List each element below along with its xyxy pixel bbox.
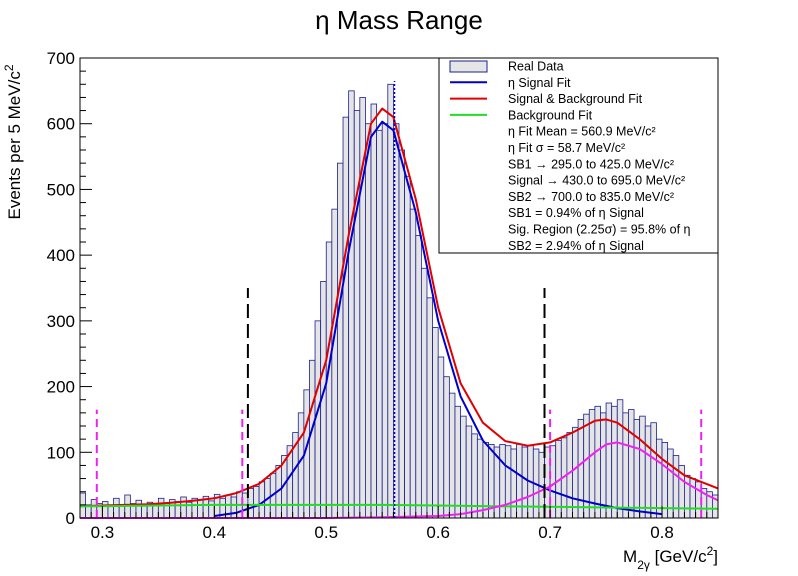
histogram-bin bbox=[689, 478, 697, 519]
histogram-bin bbox=[348, 90, 355, 519]
histogram-bin bbox=[258, 481, 266, 519]
legend-note: SB1 = 0.94% of η Signal bbox=[508, 206, 644, 220]
histogram-bin bbox=[644, 425, 652, 519]
histogram-bin bbox=[415, 235, 422, 519]
histogram-bin bbox=[594, 405, 601, 519]
y-tick-label: 500 bbox=[47, 180, 75, 199]
histogram-bin bbox=[437, 356, 445, 519]
histogram-bin bbox=[628, 409, 635, 519]
histogram-bin bbox=[376, 129, 383, 519]
y-tick-label: 400 bbox=[47, 246, 75, 265]
histogram-bin bbox=[297, 412, 305, 519]
histogram-bin bbox=[174, 501, 182, 519]
legend-entry: η Signal Fit bbox=[508, 76, 571, 90]
histogram-bin bbox=[381, 123, 389, 519]
histogram-bin bbox=[572, 426, 579, 519]
histogram-bin bbox=[253, 486, 260, 519]
y-tick-label: 200 bbox=[47, 378, 75, 397]
histogram-bin bbox=[656, 438, 663, 519]
reference-lines-layer bbox=[95, 81, 703, 518]
legend-entry: Background Fit bbox=[508, 108, 593, 122]
histogram-bin bbox=[337, 162, 344, 519]
histogram-bin bbox=[135, 499, 142, 519]
fit-curve-1 bbox=[214, 120, 663, 517]
histogram-bin bbox=[101, 501, 109, 519]
histogram-bin bbox=[309, 359, 316, 519]
legend-note: SB2 = 2.94% of η Signal bbox=[508, 239, 644, 253]
histogram-bin bbox=[404, 175, 411, 519]
histogram-bin bbox=[157, 497, 165, 519]
x-tick-label: 0.5 bbox=[314, 523, 338, 542]
histogram-bin bbox=[180, 496, 187, 519]
histogram-bin bbox=[600, 412, 607, 519]
legend-note: η Fit σ = 58.7 MeV/c² bbox=[508, 141, 625, 155]
legend-swatch-real-data bbox=[449, 60, 488, 73]
legend-entry: Signal & Background Fit bbox=[508, 92, 643, 106]
histogram-bin bbox=[633, 419, 641, 519]
axes-layer: 0.3 0.4 0.5 0.6 0.7 0.8 0 100 200 300 400 500 600 700 bbox=[47, 49, 708, 542]
histogram-bin bbox=[197, 499, 204, 519]
histogram-bin bbox=[616, 399, 624, 519]
x-tick-label: 0.4 bbox=[202, 523, 226, 542]
histogram-layer bbox=[79, 83, 719, 519]
histogram-bin bbox=[107, 505, 114, 519]
histogram-bin bbox=[639, 415, 646, 519]
legend-box bbox=[438, 57, 719, 254]
legend-note: Sig. Region (2.25σ) = 95.8% of η bbox=[508, 223, 691, 237]
legend-entry: Real Data bbox=[508, 60, 564, 74]
y-axis-label: Events per 5 MeV/c2 bbox=[2, 64, 24, 219]
histogram-bin bbox=[353, 110, 361, 519]
x-tick-label: 0.7 bbox=[538, 523, 562, 542]
histogram-bin bbox=[208, 500, 215, 519]
histogram-bin bbox=[365, 123, 372, 519]
legend-note: SB1 → 295.0 to 425.0 MeV/c² bbox=[508, 157, 674, 171]
legend-note: SB2 → 700.0 to 835.0 MeV/c² bbox=[508, 190, 674, 204]
x-tick-label: 0.3 bbox=[91, 523, 115, 542]
x-tick-label: 0.8 bbox=[650, 523, 674, 542]
histogram-bin bbox=[432, 327, 439, 519]
histogram-bin bbox=[113, 497, 120, 519]
legend-note: Signal → 430.0 to 695.0 MeV/c² bbox=[508, 174, 685, 188]
histogram-bin bbox=[420, 267, 428, 519]
histogram-bin bbox=[510, 448, 517, 519]
histogram-bin bbox=[460, 415, 467, 519]
y-tick-label: 100 bbox=[47, 443, 75, 462]
fit-curve-3 bbox=[80, 503, 719, 510]
chart-title: η Mass Range bbox=[315, 5, 483, 35]
fit-curve-2 bbox=[79, 107, 719, 508]
x-axis-label: M2γ [GeV/c2] bbox=[623, 544, 718, 572]
histogram-bin bbox=[650, 422, 657, 519]
legend: Real Data η Signal Fit Signal & Background… bbox=[438, 57, 719, 254]
y-tick-label: 600 bbox=[47, 115, 75, 134]
histogram-bin bbox=[454, 405, 461, 519]
histogram-bin bbox=[661, 442, 669, 519]
histogram-bin bbox=[465, 425, 473, 519]
y-tick-label: 0 bbox=[66, 509, 75, 528]
legend-note: η Fit Mean = 560.9 MeV/c² bbox=[508, 125, 656, 139]
histogram-bin bbox=[409, 208, 417, 519]
histogram-bin bbox=[448, 392, 456, 519]
y-tick-label: 700 bbox=[47, 49, 75, 68]
histogram-bin bbox=[443, 376, 450, 519]
histogram-bin bbox=[230, 496, 238, 519]
histogram-bin bbox=[342, 116, 350, 519]
histogram-bin bbox=[141, 505, 148, 519]
histogram-bin bbox=[566, 432, 573, 519]
histogram-bin bbox=[387, 83, 394, 519]
x-tick-label: 0.6 bbox=[426, 523, 450, 542]
histogram-bin bbox=[152, 504, 159, 519]
histogram-bin bbox=[331, 208, 338, 519]
histogram-bin bbox=[398, 149, 405, 519]
plot-frame bbox=[79, 57, 719, 519]
y-tick-label: 300 bbox=[47, 312, 75, 331]
histogram-bin bbox=[370, 103, 378, 519]
histogram-bin bbox=[577, 419, 585, 519]
histogram-bin bbox=[426, 297, 433, 519]
